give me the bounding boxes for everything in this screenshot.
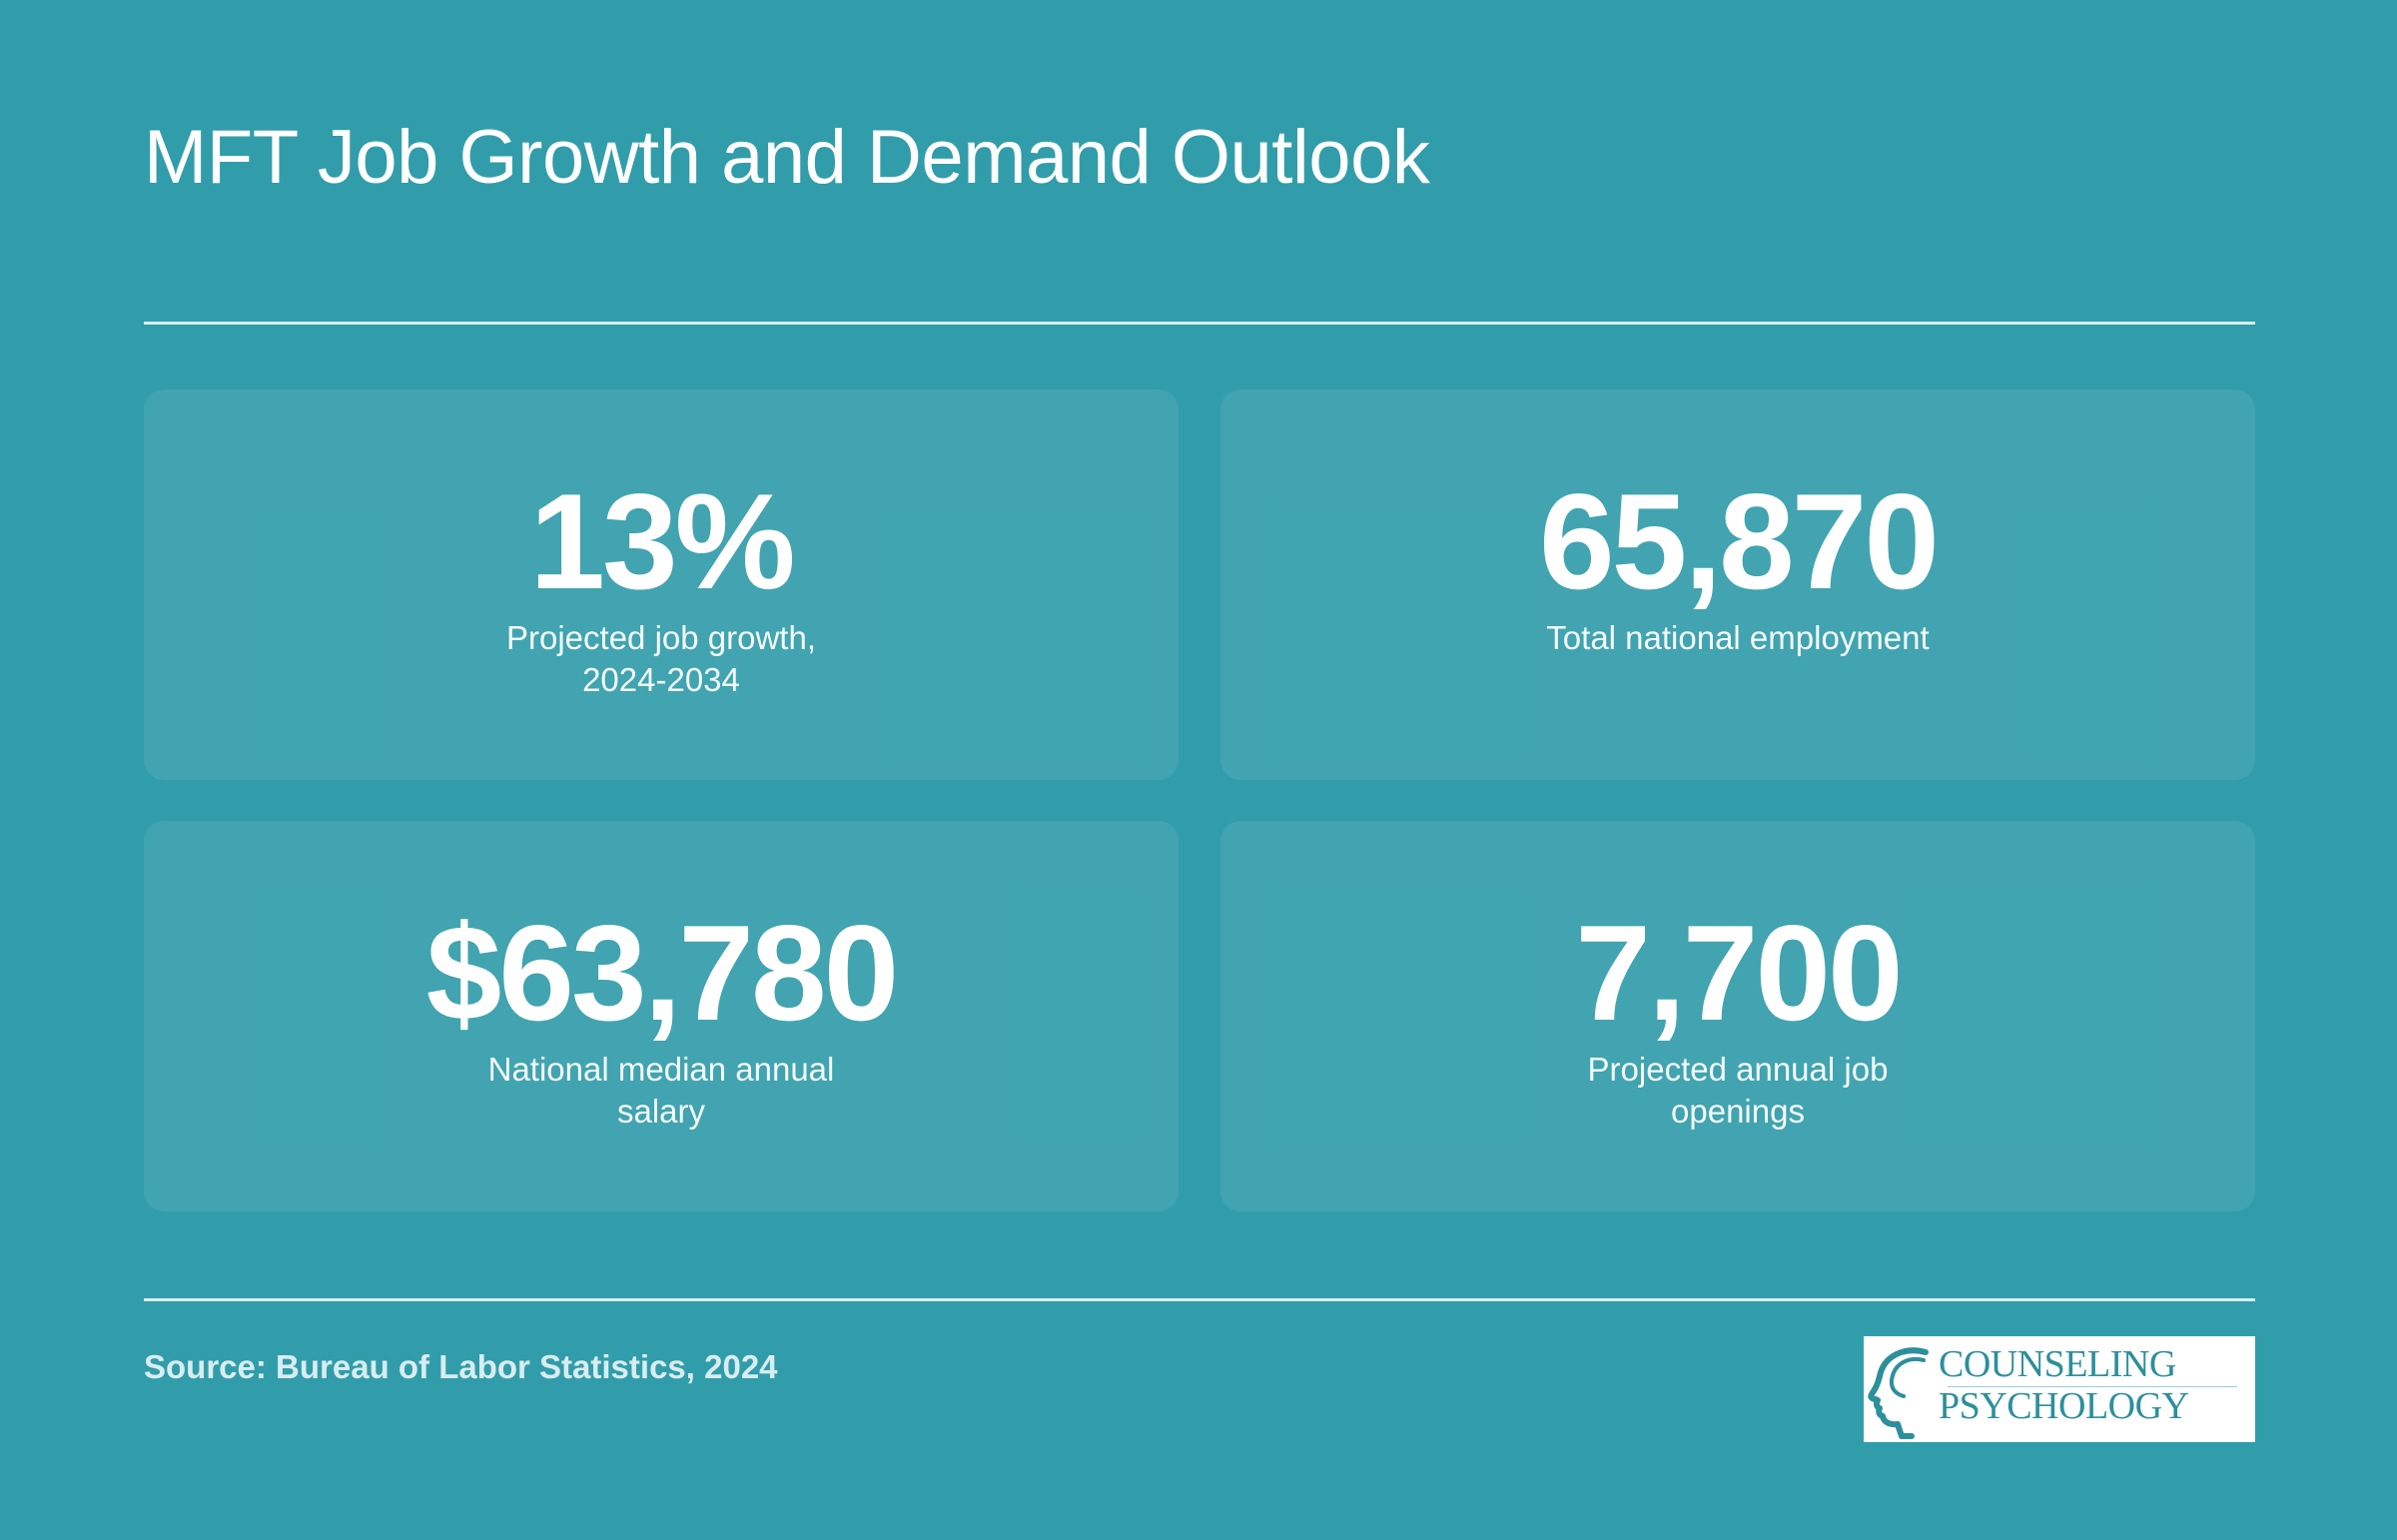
logo-divider bbox=[1948, 1386, 2237, 1387]
bottom-divider bbox=[144, 1298, 2255, 1301]
stat-label: Projected annual job openings bbox=[1587, 1051, 1889, 1130]
stat-value: 13% bbox=[529, 465, 795, 617]
logo-line-2: PSYCHOLOGY bbox=[1939, 1385, 2189, 1427]
stat-card-median-salary: $63,780 National median annual salary bbox=[144, 821, 1179, 1211]
logo-line-1: COUNSELING bbox=[1939, 1343, 2176, 1385]
stat-card-job-openings: 7,700 Projected annual job openings bbox=[1220, 821, 2255, 1211]
stat-value: 65,870 bbox=[1539, 465, 1940, 617]
stat-card-job-growth: 13% Projected job growth, 2024-2034 bbox=[144, 389, 1179, 780]
stats-grid: 13% Projected job growth, 2024-2034 65,8… bbox=[144, 389, 2255, 1211]
head-profile-icon bbox=[1868, 1347, 1929, 1439]
stat-label: National median annual salary bbox=[487, 1051, 835, 1130]
stat-label: Projected job growth, 2024-2034 bbox=[505, 619, 816, 698]
page-title: MFT Job Growth and Demand Outlook bbox=[144, 115, 1430, 200]
source-note: Source: Bureau of Labor Statistics, 2024 bbox=[144, 1348, 778, 1385]
stat-card-employment: 65,870 Total national employment bbox=[1220, 389, 2255, 780]
stat-label: Total national employment bbox=[1546, 619, 1930, 656]
brand-logo: COUNSELING PSYCHOLOGY bbox=[1864, 1336, 2255, 1442]
stat-value: 7,700 bbox=[1575, 897, 1903, 1049]
top-divider bbox=[144, 322, 2255, 325]
stat-value: $63,780 bbox=[425, 897, 900, 1049]
